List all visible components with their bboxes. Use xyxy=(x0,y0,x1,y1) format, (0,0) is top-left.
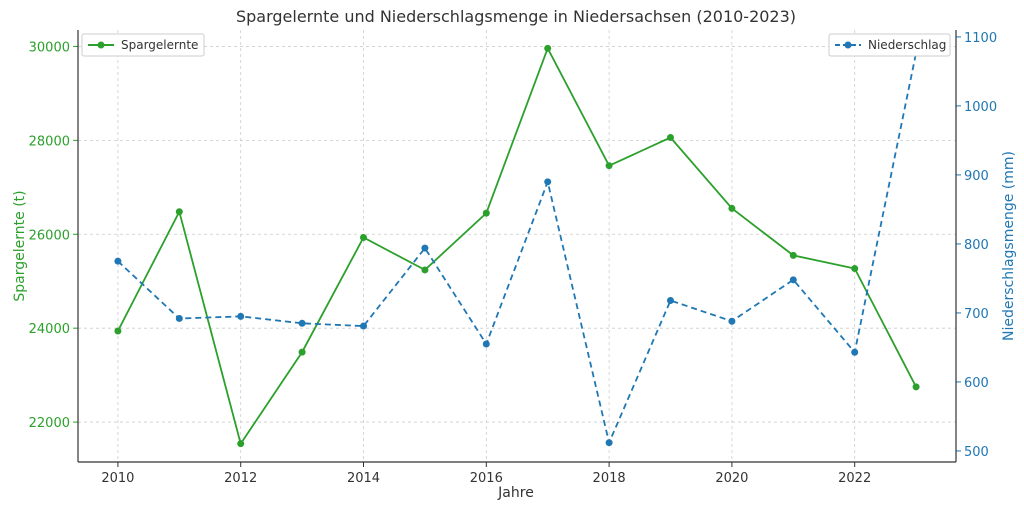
left-axis-label: Spargelernte (t) xyxy=(12,190,28,301)
point-spargelernte-2021 xyxy=(789,251,797,259)
point-niederschlag-2021 xyxy=(789,276,797,284)
point-spargelernte-2014 xyxy=(360,234,368,242)
point-spargelernte-2010 xyxy=(114,327,122,335)
x-axis-label: Jahre xyxy=(497,485,534,501)
point-spargelernte-2019 xyxy=(666,134,674,142)
point-spargelernte-2016 xyxy=(482,209,490,217)
point-niederschlag-2020 xyxy=(728,317,736,325)
axes xyxy=(77,30,957,463)
x-tick-label: 2018 xyxy=(593,471,626,486)
point-niederschlag-2016 xyxy=(482,340,490,348)
left-tick-label: 26000 xyxy=(29,228,70,243)
point-niederschlag-2022 xyxy=(851,348,859,356)
left-tick-label: 24000 xyxy=(29,322,70,337)
right-tick-label: 500 xyxy=(964,445,989,460)
legend-right: Niederschlag xyxy=(828,33,951,57)
point-spargelernte-2013 xyxy=(298,348,306,356)
x-tick-label: 2022 xyxy=(838,471,871,486)
legend-right-box xyxy=(828,33,951,57)
point-niederschlag-2017 xyxy=(544,178,552,186)
point-spargelernte-2012 xyxy=(237,440,245,448)
point-spargelernte-2020 xyxy=(728,204,736,212)
point-spargelernte-2018 xyxy=(605,162,613,170)
chart-title: Spargelernte und Niederschlagsmenge in N… xyxy=(236,7,796,26)
x-axis-ticks: 2010 2012 2014 2016 2018 2020 2022 xyxy=(101,462,871,486)
right-tick-label: 1000 xyxy=(964,100,997,115)
series xyxy=(114,44,920,448)
right-tick-label: 700 xyxy=(964,307,989,322)
right-axis-label: Niederschlagsmenge (mm) xyxy=(1001,151,1017,341)
left-tick-label: 28000 xyxy=(29,134,70,149)
x-tick-label: 2014 xyxy=(347,471,380,486)
legend-spargelernte-marker xyxy=(97,41,105,49)
legend-left: Spargelernte xyxy=(81,33,205,57)
right-tick-label: 1100 xyxy=(964,31,997,46)
x-tick-label: 2020 xyxy=(715,471,748,486)
x-tick-label: 2012 xyxy=(224,471,257,486)
left-tick-label: 30000 xyxy=(29,40,70,55)
left-axis-ticks: 22000 24000 26000 28000 30000 xyxy=(29,40,78,431)
point-spargelernte-2015 xyxy=(421,266,429,274)
point-niederschlag-2011 xyxy=(175,314,183,322)
right-axis-ticks: 500 600 700 800 900 1000 1100 xyxy=(956,31,997,460)
point-niederschlag-2012 xyxy=(237,312,245,320)
point-niederschlag-2015 xyxy=(421,244,429,252)
point-niederschlag-2014 xyxy=(360,322,368,330)
series-line-niederschlag xyxy=(117,52,917,446)
right-tick-label: 800 xyxy=(964,238,989,253)
point-niederschlag-2013 xyxy=(298,319,306,327)
point-spargelernte-2023 xyxy=(912,383,920,391)
legend-spargelernte-label: Spargelernte xyxy=(121,38,198,52)
point-niederschlag-2010 xyxy=(114,257,122,265)
point-niederschlag-2018 xyxy=(605,439,613,447)
grid xyxy=(78,30,956,462)
point-niederschlag-2019 xyxy=(666,297,674,305)
legend-left-box xyxy=(81,33,205,57)
legend-niederschlag-marker xyxy=(844,41,852,49)
point-spargelernte-2011 xyxy=(175,208,183,216)
right-tick-label: 900 xyxy=(964,169,989,184)
legend-niederschlag-label: Niederschlag xyxy=(868,38,946,52)
x-tick-label: 2010 xyxy=(101,471,134,486)
right-tick-label: 600 xyxy=(964,376,989,391)
left-tick-label: 22000 xyxy=(29,416,70,431)
point-spargelernte-2017 xyxy=(544,44,552,52)
point-spargelernte-2022 xyxy=(851,265,859,273)
series-line-spargelernte xyxy=(117,46,917,446)
x-tick-label: 2016 xyxy=(470,471,503,486)
